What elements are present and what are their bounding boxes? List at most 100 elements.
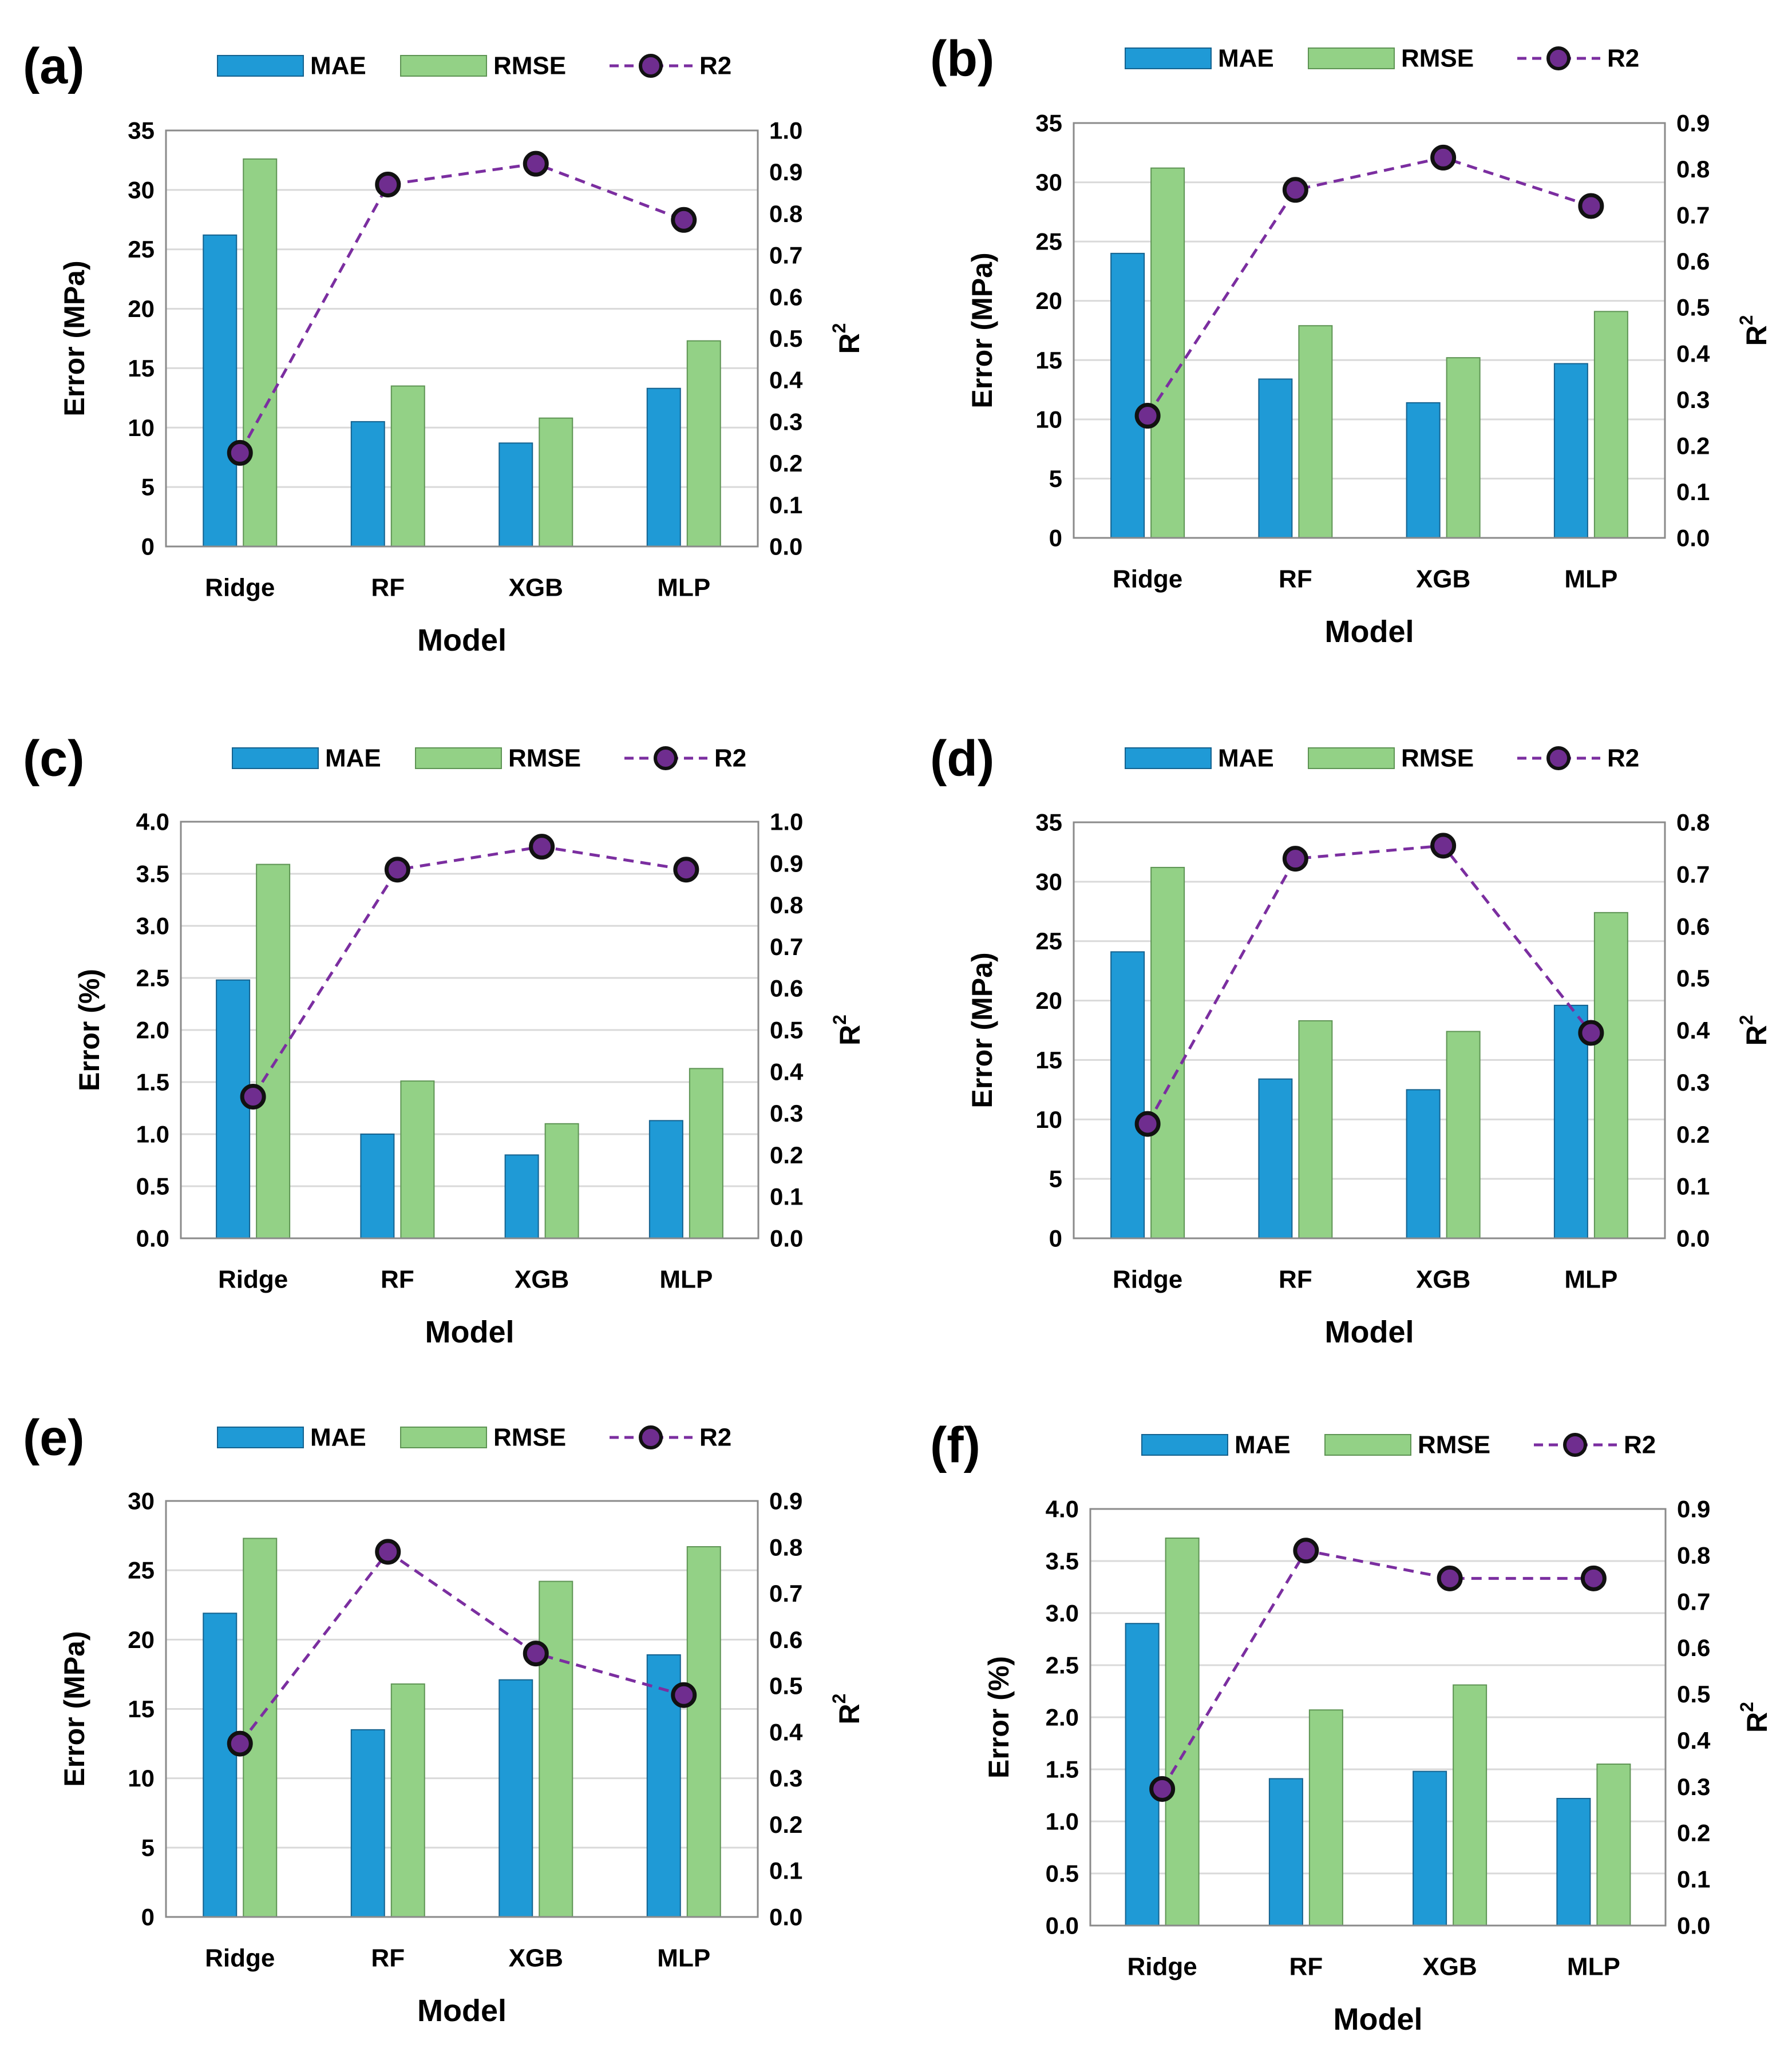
x-axis-title: Model — [1334, 2002, 1423, 2037]
y2-axis-title: R2 — [829, 1015, 866, 1045]
x-axis-title: Model — [417, 623, 507, 657]
legend-label-mae: MAE — [1235, 1431, 1291, 1459]
y2-tick-label: 0.5 — [769, 1673, 802, 1700]
legend-swatch-mae — [1125, 47, 1212, 69]
y2-tick-label: 0.6 — [1676, 248, 1710, 275]
r2-marker — [1149, 1776, 1176, 1802]
legend-label-rmse: RMSE — [1401, 744, 1474, 773]
x-tick-label: XGB — [509, 574, 563, 602]
bar-mae — [360, 1134, 395, 1239]
legend-label-r2: R2 — [699, 52, 731, 80]
r2-marker — [1282, 846, 1308, 872]
bar-rmse — [390, 385, 425, 547]
y-tick-label: 4.0 — [1046, 1496, 1079, 1523]
x-tick-label: XGB — [515, 1266, 569, 1294]
y2-axis-title: R2 — [1736, 1015, 1773, 1046]
y2-tick-label: 0.3 — [769, 1765, 802, 1792]
legend-label-rmse: RMSE — [1401, 45, 1474, 73]
y2-tick-label: 0.1 — [769, 1857, 802, 1884]
legend-label-rmse: RMSE — [493, 1424, 566, 1452]
legend-label-rmse: RMSE — [493, 52, 566, 80]
bar-mae — [1258, 378, 1293, 539]
bar-rmse — [400, 1080, 435, 1239]
legend-label-mae: MAE — [310, 52, 366, 80]
legend-swatch-rmse — [1308, 47, 1395, 69]
x-tick-label: XGB — [1416, 1266, 1470, 1294]
y2-tick-label: 0.4 — [1677, 1727, 1711, 1754]
legend-marker-r2 — [1546, 746, 1571, 770]
r2-marker — [375, 1539, 401, 1565]
y2-tick-label: 0.8 — [769, 1534, 802, 1560]
bar-rmse — [686, 1546, 721, 1918]
legend-label-r2: R2 — [1607, 45, 1639, 73]
x-tick-label: XGB — [1422, 1953, 1477, 1981]
y2-tick-label: 0.3 — [1676, 386, 1710, 413]
y2-tick-label: 0.2 — [1677, 1820, 1710, 1847]
y-tick-label: 4.0 — [136, 809, 169, 835]
y-axis-title: Error (MPa) — [966, 252, 998, 408]
r2-marker — [523, 150, 549, 177]
bar-mae — [1258, 1078, 1293, 1239]
bar-rmse — [1593, 912, 1628, 1239]
legend-swatch-rmse — [400, 55, 487, 77]
y2-tick-label: 0.6 — [1677, 1634, 1710, 1661]
superscript: 2 — [829, 323, 849, 334]
y2-tick-label: 0.4 — [1676, 340, 1710, 367]
legend-label-r2: R2 — [714, 744, 746, 773]
bar-mae — [499, 1679, 533, 1918]
y-tick-label: 2.5 — [136, 965, 169, 992]
x-axis-title: Model — [417, 1994, 507, 2028]
y2-axis-title: R2 — [1736, 1702, 1773, 1733]
plot-frame — [165, 129, 759, 548]
y2-tick-label: 1.0 — [770, 809, 803, 835]
bar-rmse — [539, 1580, 573, 1918]
y-axis-title: Error (%) — [73, 969, 105, 1091]
x-axis-title: Model — [425, 1315, 515, 1349]
y-tick-label: 20 — [128, 295, 155, 322]
y-tick-label: 30 — [128, 1488, 155, 1515]
bar-mae — [1413, 1770, 1447, 1926]
legend-swatch-rmse — [415, 747, 502, 769]
r2-marker — [523, 1641, 549, 1667]
x-tick-label: Ridge — [205, 1944, 275, 1972]
y-tick-label: 15 — [128, 355, 155, 382]
bar-mae — [1406, 402, 1441, 538]
r2-marker — [1578, 193, 1604, 219]
r2-marker — [1430, 833, 1457, 859]
r2-line — [1146, 156, 1592, 417]
legend-label-r2: R2 — [699, 1424, 731, 1452]
r2-line — [252, 845, 687, 1098]
legend-swatch-rmse — [1324, 1434, 1411, 1456]
y2-tick-label: 0.3 — [1677, 1773, 1710, 1800]
superscript: 2 — [1736, 315, 1757, 326]
superscript: 2 — [829, 1694, 849, 1704]
y-tick-label: 0 — [1049, 1225, 1062, 1252]
y-tick-label: 1.5 — [1046, 1756, 1079, 1783]
r2-marker — [529, 834, 555, 860]
bar-mae — [499, 442, 533, 547]
y2-tick-label: 0.8 — [769, 200, 802, 227]
y-tick-label: 25 — [128, 236, 155, 263]
y2-tick-label: 0.9 — [1677, 1496, 1710, 1523]
y-tick-label: 35 — [1035, 809, 1062, 836]
y2-tick-label: 0.4 — [769, 367, 803, 394]
bar-rmse — [256, 863, 291, 1239]
y-tick-label: 0.5 — [136, 1173, 169, 1200]
x-tick-label: MLP — [1564, 1266, 1617, 1294]
panel-label: (f) — [930, 1417, 980, 1473]
x-tick-label: Ridge — [218, 1266, 288, 1294]
y2-tick-label: 0.1 — [770, 1183, 803, 1210]
x-tick-label: RF — [1279, 565, 1312, 593]
y2-tick-label: 0.1 — [769, 492, 802, 518]
bar-rmse — [1308, 1709, 1343, 1926]
y-tick-label: 35 — [128, 117, 155, 144]
y2-tick-label: 0.8 — [1676, 809, 1710, 836]
chart-panel-e: (e) 0 5 10 15 20 25 30 0.0 0.1 0.2 0.3 0.4 0.5 0.6 0.7 0… — [23, 1409, 865, 2029]
legend-swatch-rmse — [400, 1427, 487, 1448]
y2-tick-label: 0.9 — [769, 1488, 802, 1515]
x-axis-title: Model — [1325, 1315, 1414, 1349]
r2-line — [1161, 1549, 1594, 1790]
y-tick-label: 0.0 — [136, 1225, 169, 1252]
r2-marker — [1282, 177, 1308, 203]
bar-rmse — [1453, 1684, 1488, 1927]
